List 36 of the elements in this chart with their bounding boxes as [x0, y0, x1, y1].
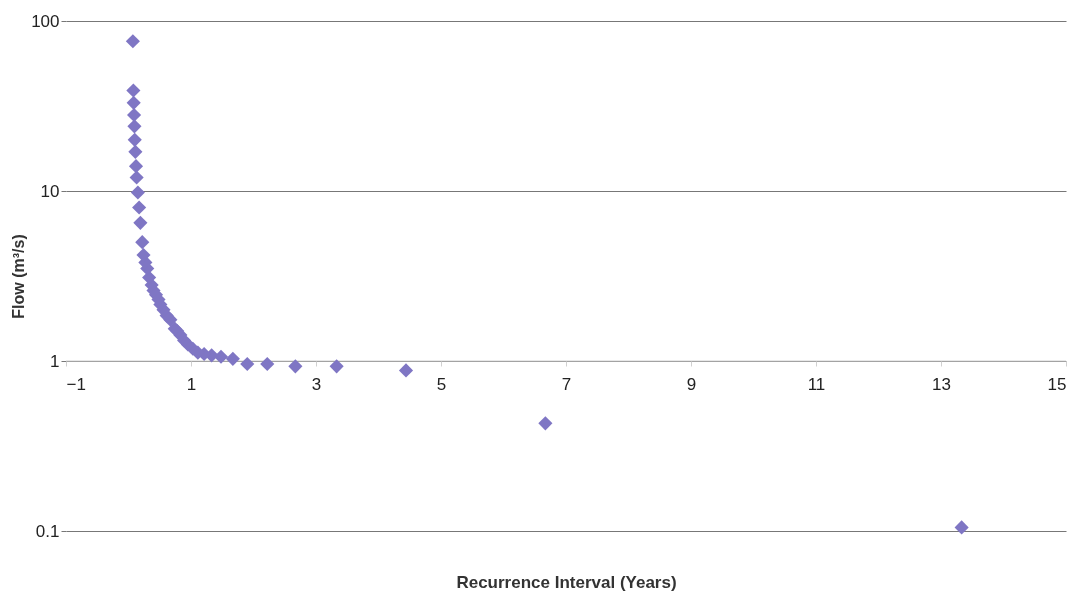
point	[129, 170, 144, 185]
x-tick-label: 7	[561, 374, 572, 394]
point	[135, 235, 150, 250]
y-tick-label: 1	[50, 351, 60, 371]
x-tick-label: 9	[686, 374, 697, 394]
point	[398, 363, 414, 378]
point	[126, 95, 141, 110]
point	[538, 416, 553, 431]
x-tick-label: 15	[1047, 374, 1067, 394]
point	[126, 83, 141, 98]
point	[329, 359, 344, 374]
x-tick-label: 13	[932, 374, 951, 394]
x-tick-label: 11	[807, 374, 826, 394]
y-tick-label: 10	[40, 181, 60, 201]
point	[126, 107, 142, 123]
point	[260, 356, 275, 372]
point	[127, 119, 142, 134]
point	[128, 144, 143, 159]
y-axis-title: Flow (m³/s)	[10, 234, 28, 319]
point	[127, 132, 142, 147]
point	[132, 200, 147, 215]
x-tick-label: 3	[311, 374, 322, 394]
point	[954, 520, 969, 535]
point	[240, 356, 255, 372]
x-axis-title: Recurrence Interval (Years)	[456, 572, 677, 592]
point	[128, 159, 144, 174]
x-tick-label: 5	[436, 374, 447, 394]
point	[133, 215, 148, 230]
point	[130, 185, 145, 200]
point	[125, 34, 140, 49]
y-tick-label: 100	[31, 11, 60, 31]
x-tick-label: −1	[66, 374, 86, 394]
x-tick-label: 1	[186, 374, 197, 394]
point	[288, 359, 303, 374]
y-tick-label: 0.1	[35, 521, 60, 541]
point	[225, 351, 240, 366]
